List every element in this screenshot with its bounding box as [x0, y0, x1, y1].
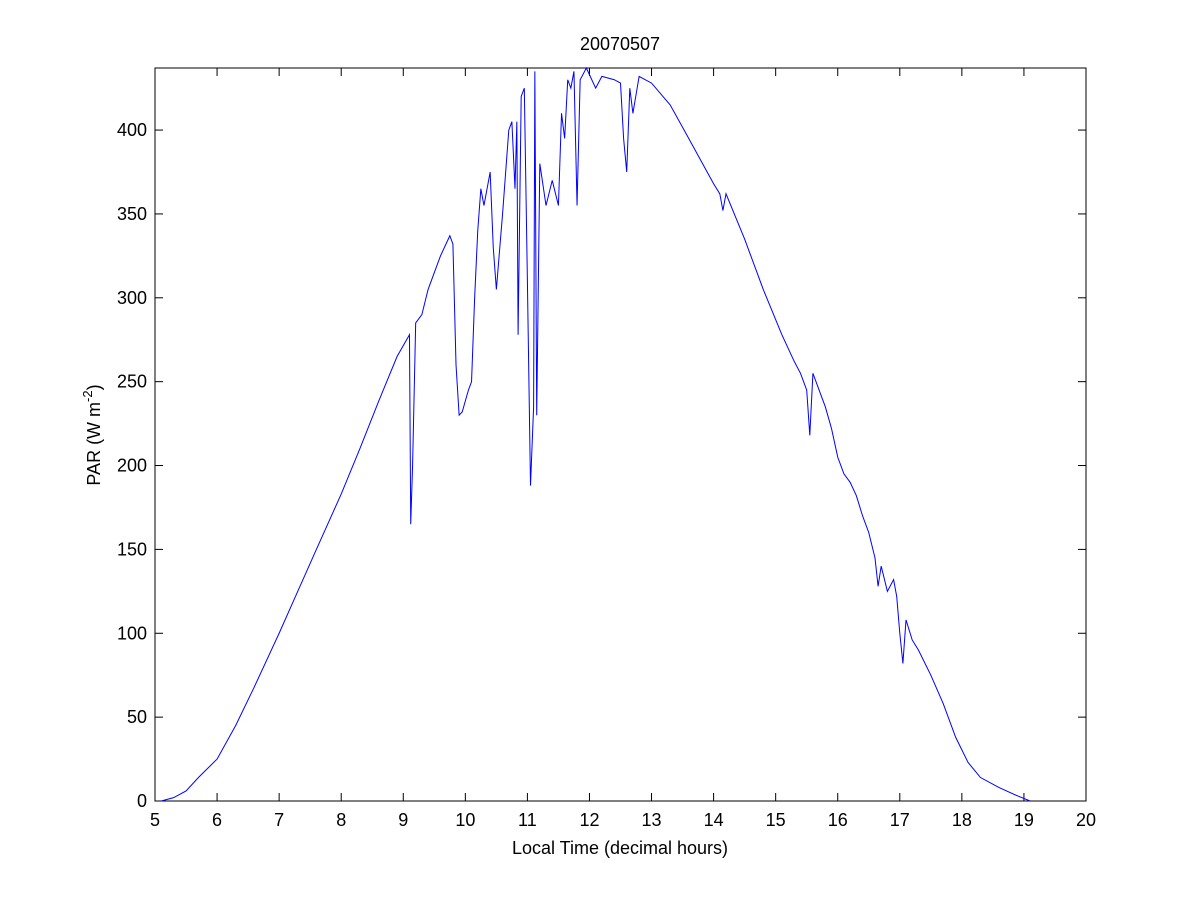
plot-area — [154, 67, 1087, 802]
x-tick-label: 11 — [518, 810, 537, 830]
y-axis-label: PAR (W m-2) — [80, 384, 104, 485]
x-tick-label: 20 — [1076, 810, 1096, 830]
y-tick-label: 50 — [127, 707, 147, 727]
x-tick-label: 18 — [952, 810, 972, 830]
x-tick-label: 13 — [642, 810, 662, 830]
y-tick-label: 400 — [117, 120, 147, 140]
x-tick-label: 17 — [890, 810, 910, 830]
x-tick-label: 10 — [455, 810, 475, 830]
y-label-text: PAR (W m — [84, 402, 104, 486]
y-tick-label: 100 — [117, 623, 147, 643]
data-line — [161, 66, 1031, 802]
x-tick-label: 19 — [1014, 810, 1034, 830]
y-tick-label: 300 — [117, 288, 147, 308]
x-tick-label: 8 — [336, 810, 346, 830]
y-tick-label: 150 — [117, 539, 147, 559]
y-label-suffix: ) — [84, 384, 104, 390]
x-tick-label: 5 — [150, 810, 160, 830]
y-tick-label: 250 — [117, 372, 147, 392]
y-tick-label: 200 — [117, 456, 147, 476]
x-axis-label: Local Time (decimal hours) — [512, 838, 728, 858]
x-tick-label: 16 — [828, 810, 848, 830]
y-label-sup: -2 — [80, 390, 95, 402]
x-tick-label: 6 — [212, 810, 222, 830]
x-tick-label: 7 — [274, 810, 284, 830]
x-tick-label: 9 — [398, 810, 408, 830]
y-tick-label: 350 — [117, 204, 147, 224]
chart-title: 20070507 — [580, 34, 660, 54]
x-tick-label: 15 — [766, 810, 786, 830]
x-tick-label: 12 — [579, 810, 599, 830]
x-tick-label: 14 — [704, 810, 724, 830]
y-tick-label: 0 — [137, 791, 147, 811]
